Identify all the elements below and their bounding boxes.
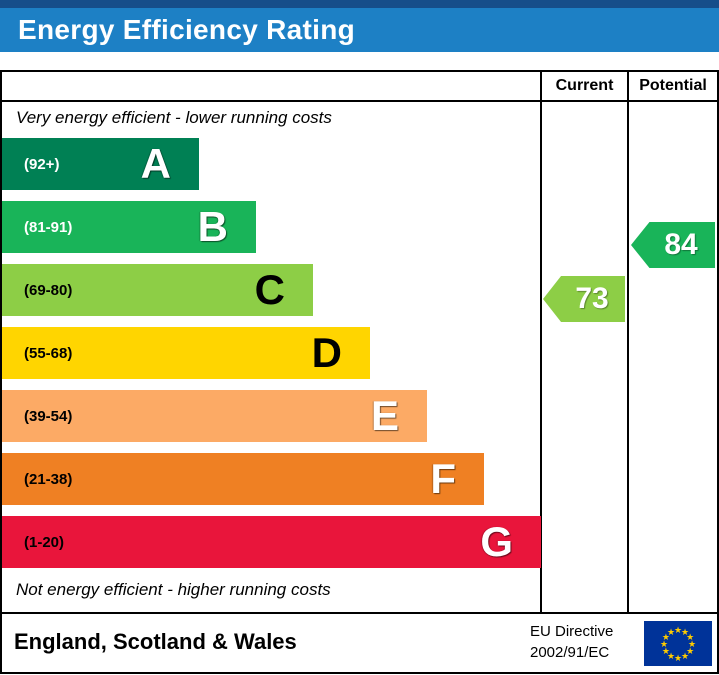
rating-band-a: (92+) A	[2, 138, 199, 190]
page-title: Energy Efficiency Rating	[18, 14, 356, 45]
eu-directive-text: EU Directive 2002/91/EC	[530, 621, 613, 663]
rating-band-c: (69-80) C	[2, 264, 313, 316]
band-b-range-label: (81-91)	[24, 218, 73, 236]
rating-band-f: (21-38) F	[2, 453, 484, 505]
footer-row-divider	[2, 612, 717, 614]
current-rating-arrow: 73	[543, 276, 625, 322]
band-e-letter: E	[370, 392, 399, 439]
potential-rating-arrow: 84	[631, 222, 715, 268]
band-a-letter: A	[140, 140, 171, 187]
band-f-letter: F	[430, 455, 456, 502]
rating-band-d: (55-68) D	[2, 327, 370, 379]
band-e-range-label: (39-54)	[24, 407, 73, 425]
column-header-current: Current	[555, 77, 614, 94]
column-header-potential: Potential	[639, 77, 707, 94]
header-row-divider	[2, 100, 717, 102]
column-divider-current	[540, 72, 542, 612]
bottom-note: Not energy efficient - higher running co…	[16, 580, 331, 599]
rating-band-b: (81-91) B	[2, 201, 256, 253]
eu-directive-line1: EU Directive	[530, 623, 614, 640]
band-d-letter: D	[311, 329, 342, 376]
header-top-strip	[0, 0, 719, 8]
band-b-letter: B	[197, 203, 228, 250]
eu-directive-line2: 2002/91/EC	[530, 644, 610, 661]
rating-band-e: (39-54) E	[2, 390, 427, 442]
header-banner: Energy Efficiency Rating	[0, 8, 719, 52]
band-a-range-label: (92+)	[24, 155, 60, 173]
top-note: Very energy efficient - lower running co…	[16, 108, 332, 127]
current-rating-value: 73	[575, 282, 609, 315]
band-f-range-label: (21-38)	[24, 470, 73, 488]
potential-rating-value: 84	[664, 228, 698, 261]
rating-chart: Current Potential Very energy efficient …	[0, 70, 719, 674]
band-g-range-label: (1-20)	[24, 533, 65, 551]
band-c-letter: C	[254, 266, 285, 313]
region-label: England, Scotland & Wales	[14, 629, 297, 654]
eu-flag-icon: ★ ★ ★ ★ ★ ★ ★ ★ ★ ★ ★ ★	[644, 621, 712, 666]
band-c-range-label: (69-80)	[24, 281, 73, 299]
band-d-range-label: (55-68)	[24, 344, 73, 362]
rating-band-g: (1-20) G	[2, 516, 541, 568]
column-divider-potential	[627, 72, 629, 612]
band-g-letter: G	[480, 518, 513, 565]
